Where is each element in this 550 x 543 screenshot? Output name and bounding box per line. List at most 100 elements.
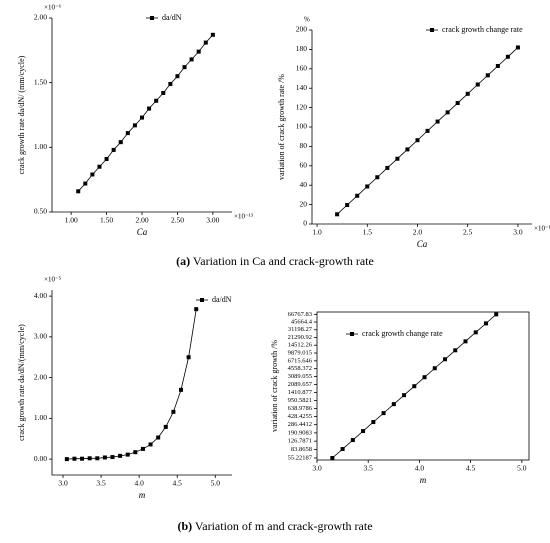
y-tick-label: 20 — [300, 199, 308, 208]
point — [494, 312, 499, 317]
point — [381, 411, 386, 416]
point — [365, 184, 370, 189]
caption: (a) Variation in Ca and crack-growth rat… — [176, 254, 374, 268]
point — [330, 455, 335, 460]
point — [345, 202, 350, 207]
x-tick-label: 3.0 — [312, 464, 322, 473]
y-tick-label: 3.00 — [34, 332, 47, 341]
legend-marker — [350, 332, 354, 336]
y-tick-label: 200 — [296, 25, 308, 34]
y-tick-label: 40 — [300, 180, 308, 189]
x-tick-label: 3.5 — [96, 479, 106, 488]
point — [375, 175, 380, 180]
y-tick-label: 286.4412 — [288, 421, 312, 428]
x-tick-label: 1.00 — [65, 216, 78, 225]
point — [194, 307, 199, 312]
y-tick-label: 638.9786 — [288, 405, 313, 412]
point — [425, 128, 430, 133]
y-axis-label: variation of crack growth rate /% — [277, 74, 286, 180]
point — [163, 424, 168, 429]
point — [340, 447, 345, 452]
point — [161, 91, 166, 96]
y-tick-label: 180 — [296, 44, 308, 53]
point — [445, 110, 450, 115]
point — [335, 212, 340, 217]
point — [475, 82, 480, 87]
point — [391, 402, 396, 407]
point — [80, 456, 85, 461]
y-tick-label: 126.7871 — [288, 438, 312, 445]
x-tick-label: 4.0 — [415, 464, 425, 473]
y-axis-label: crack growth rate da/dN/ (mm/cycle) — [17, 55, 26, 174]
y-tick-label: 83.8658 — [291, 446, 312, 453]
point — [76, 189, 81, 194]
point — [415, 138, 420, 143]
point — [385, 165, 390, 170]
x-tick-label: 1.5 — [363, 228, 373, 237]
y-tick-label: 1.00 — [34, 413, 47, 422]
point — [361, 429, 366, 434]
point — [87, 456, 92, 461]
point — [148, 442, 153, 447]
caption: (b) Variation of m and crack-growth rate — [177, 519, 372, 533]
x-multiplier: ×10⁻¹³ — [234, 213, 253, 221]
point — [196, 49, 201, 54]
y-tick-label: 0.50 — [34, 207, 47, 216]
legend-label: crack growth change rate — [362, 329, 443, 338]
y-multiplier: ×10⁻⁵ — [44, 276, 62, 284]
point — [168, 81, 173, 86]
x-tick-label: 5.0 — [211, 479, 221, 488]
y-tick-label: 4.00 — [34, 291, 47, 300]
point — [110, 455, 115, 460]
point — [118, 453, 123, 458]
y-tick-label: 3089.055 — [288, 373, 312, 380]
point — [473, 330, 478, 335]
point — [95, 456, 100, 461]
y-axis-label: variation of crack growth /% — [270, 340, 279, 432]
point — [465, 91, 470, 96]
point — [133, 450, 138, 455]
point — [350, 438, 355, 443]
x-tick-label: 2.0 — [413, 228, 423, 237]
point — [203, 40, 208, 45]
point — [435, 119, 440, 124]
legend-marker — [200, 298, 204, 302]
point — [72, 456, 77, 461]
point — [140, 115, 144, 120]
point — [90, 172, 95, 177]
y-tick-label: 45664.4 — [291, 319, 313, 326]
point — [140, 446, 145, 451]
y-tick-label: 80 — [300, 141, 308, 150]
x-tick-label: 2.5 — [463, 228, 473, 237]
y-tick-label: 1.00 — [34, 142, 47, 151]
axes — [311, 30, 532, 225]
point — [422, 375, 427, 380]
x-tick-label: 4.5 — [173, 479, 183, 488]
legend-marker — [150, 16, 154, 20]
caption-label: (b) — [177, 519, 192, 533]
y-tick-label: 190.9083 — [288, 429, 312, 436]
point — [395, 156, 400, 161]
y-tick-label: 66767.83 — [288, 311, 312, 318]
point — [432, 366, 437, 371]
x-tick-label: 2.00 — [135, 216, 148, 225]
y-tick-label: 428.4255 — [288, 413, 312, 420]
x-tick-label: 3.0 — [58, 479, 68, 488]
x-axis-label: m — [139, 490, 146, 500]
y-tick-label: 2089.657 — [288, 381, 313, 388]
legend-label: da/dN — [212, 295, 232, 304]
series-line — [66, 309, 197, 460]
point — [125, 131, 130, 136]
y-tick-label: 0 — [303, 219, 307, 228]
axes — [51, 18, 232, 213]
point — [102, 455, 107, 460]
point — [104, 156, 109, 161]
point — [111, 147, 116, 152]
y-tick-label: 2.00 — [34, 372, 47, 381]
point — [485, 73, 490, 78]
point — [505, 54, 510, 59]
point — [515, 45, 520, 50]
x-axis-label: m — [420, 475, 427, 485]
legend-label: crack growth change rate — [442, 25, 523, 34]
